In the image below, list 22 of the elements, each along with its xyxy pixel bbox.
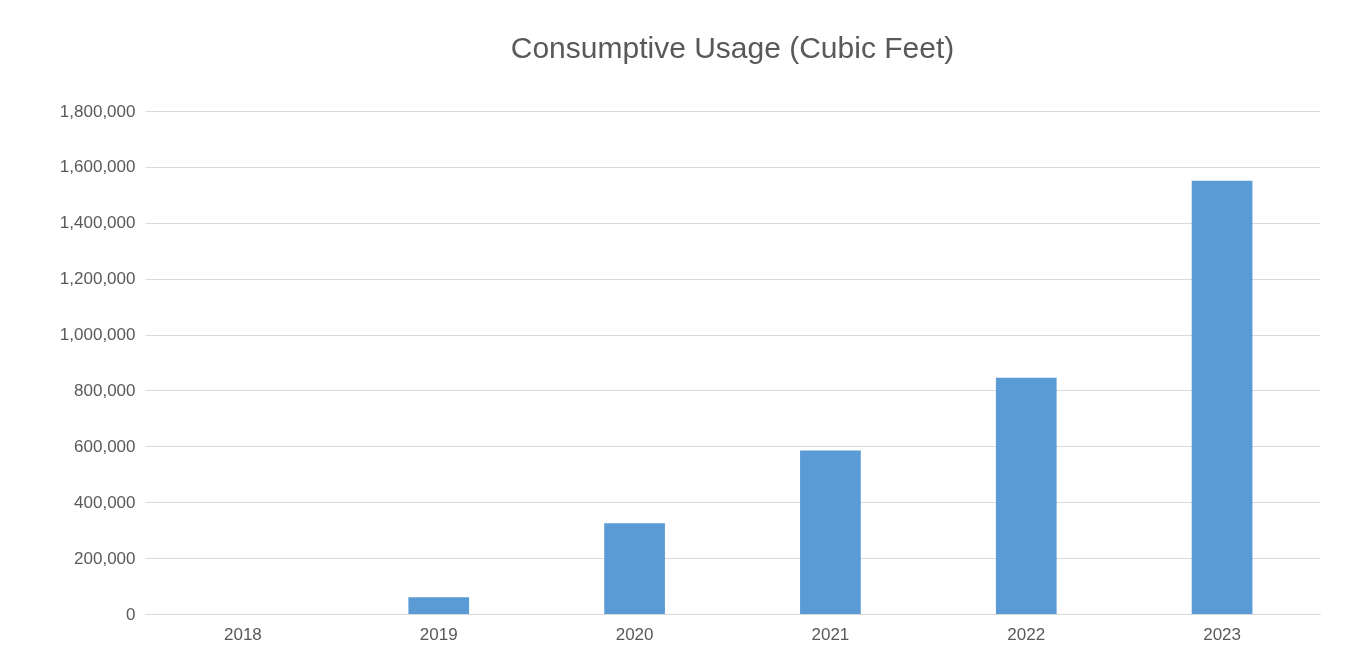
x-tick-label: 2020	[615, 624, 654, 644]
x-tick-label: 2023	[1203, 624, 1241, 644]
bar	[604, 523, 665, 614]
y-tick-label: 1,800,000	[59, 101, 136, 121]
bar	[800, 450, 861, 614]
y-tick-label: 800,000	[74, 380, 136, 400]
x-tick-label: 2018	[224, 624, 262, 644]
bar	[995, 377, 1057, 614]
x-tick-label: 2022	[1007, 624, 1046, 644]
y-tick-label: 1,400,000	[59, 213, 136, 233]
y-tick-label: 1,000,000	[59, 325, 136, 345]
x-tick-label: 2019	[419, 624, 458, 644]
chart-title: Consumptive Usage (Cubic Feet)	[510, 31, 955, 64]
x-tick-label: 2021	[811, 624, 850, 644]
y-tick-label: 400,000	[74, 492, 136, 512]
y-tick-label: 200,000	[74, 548, 136, 568]
y-tick-label: 1,200,000	[59, 269, 136, 289]
y-tick-label: 0	[126, 604, 136, 624]
y-tick-label: 600,000	[74, 436, 136, 456]
bar	[1191, 180, 1253, 614]
bar	[408, 597, 470, 614]
y-tick-label: 1,600,000	[59, 157, 136, 177]
